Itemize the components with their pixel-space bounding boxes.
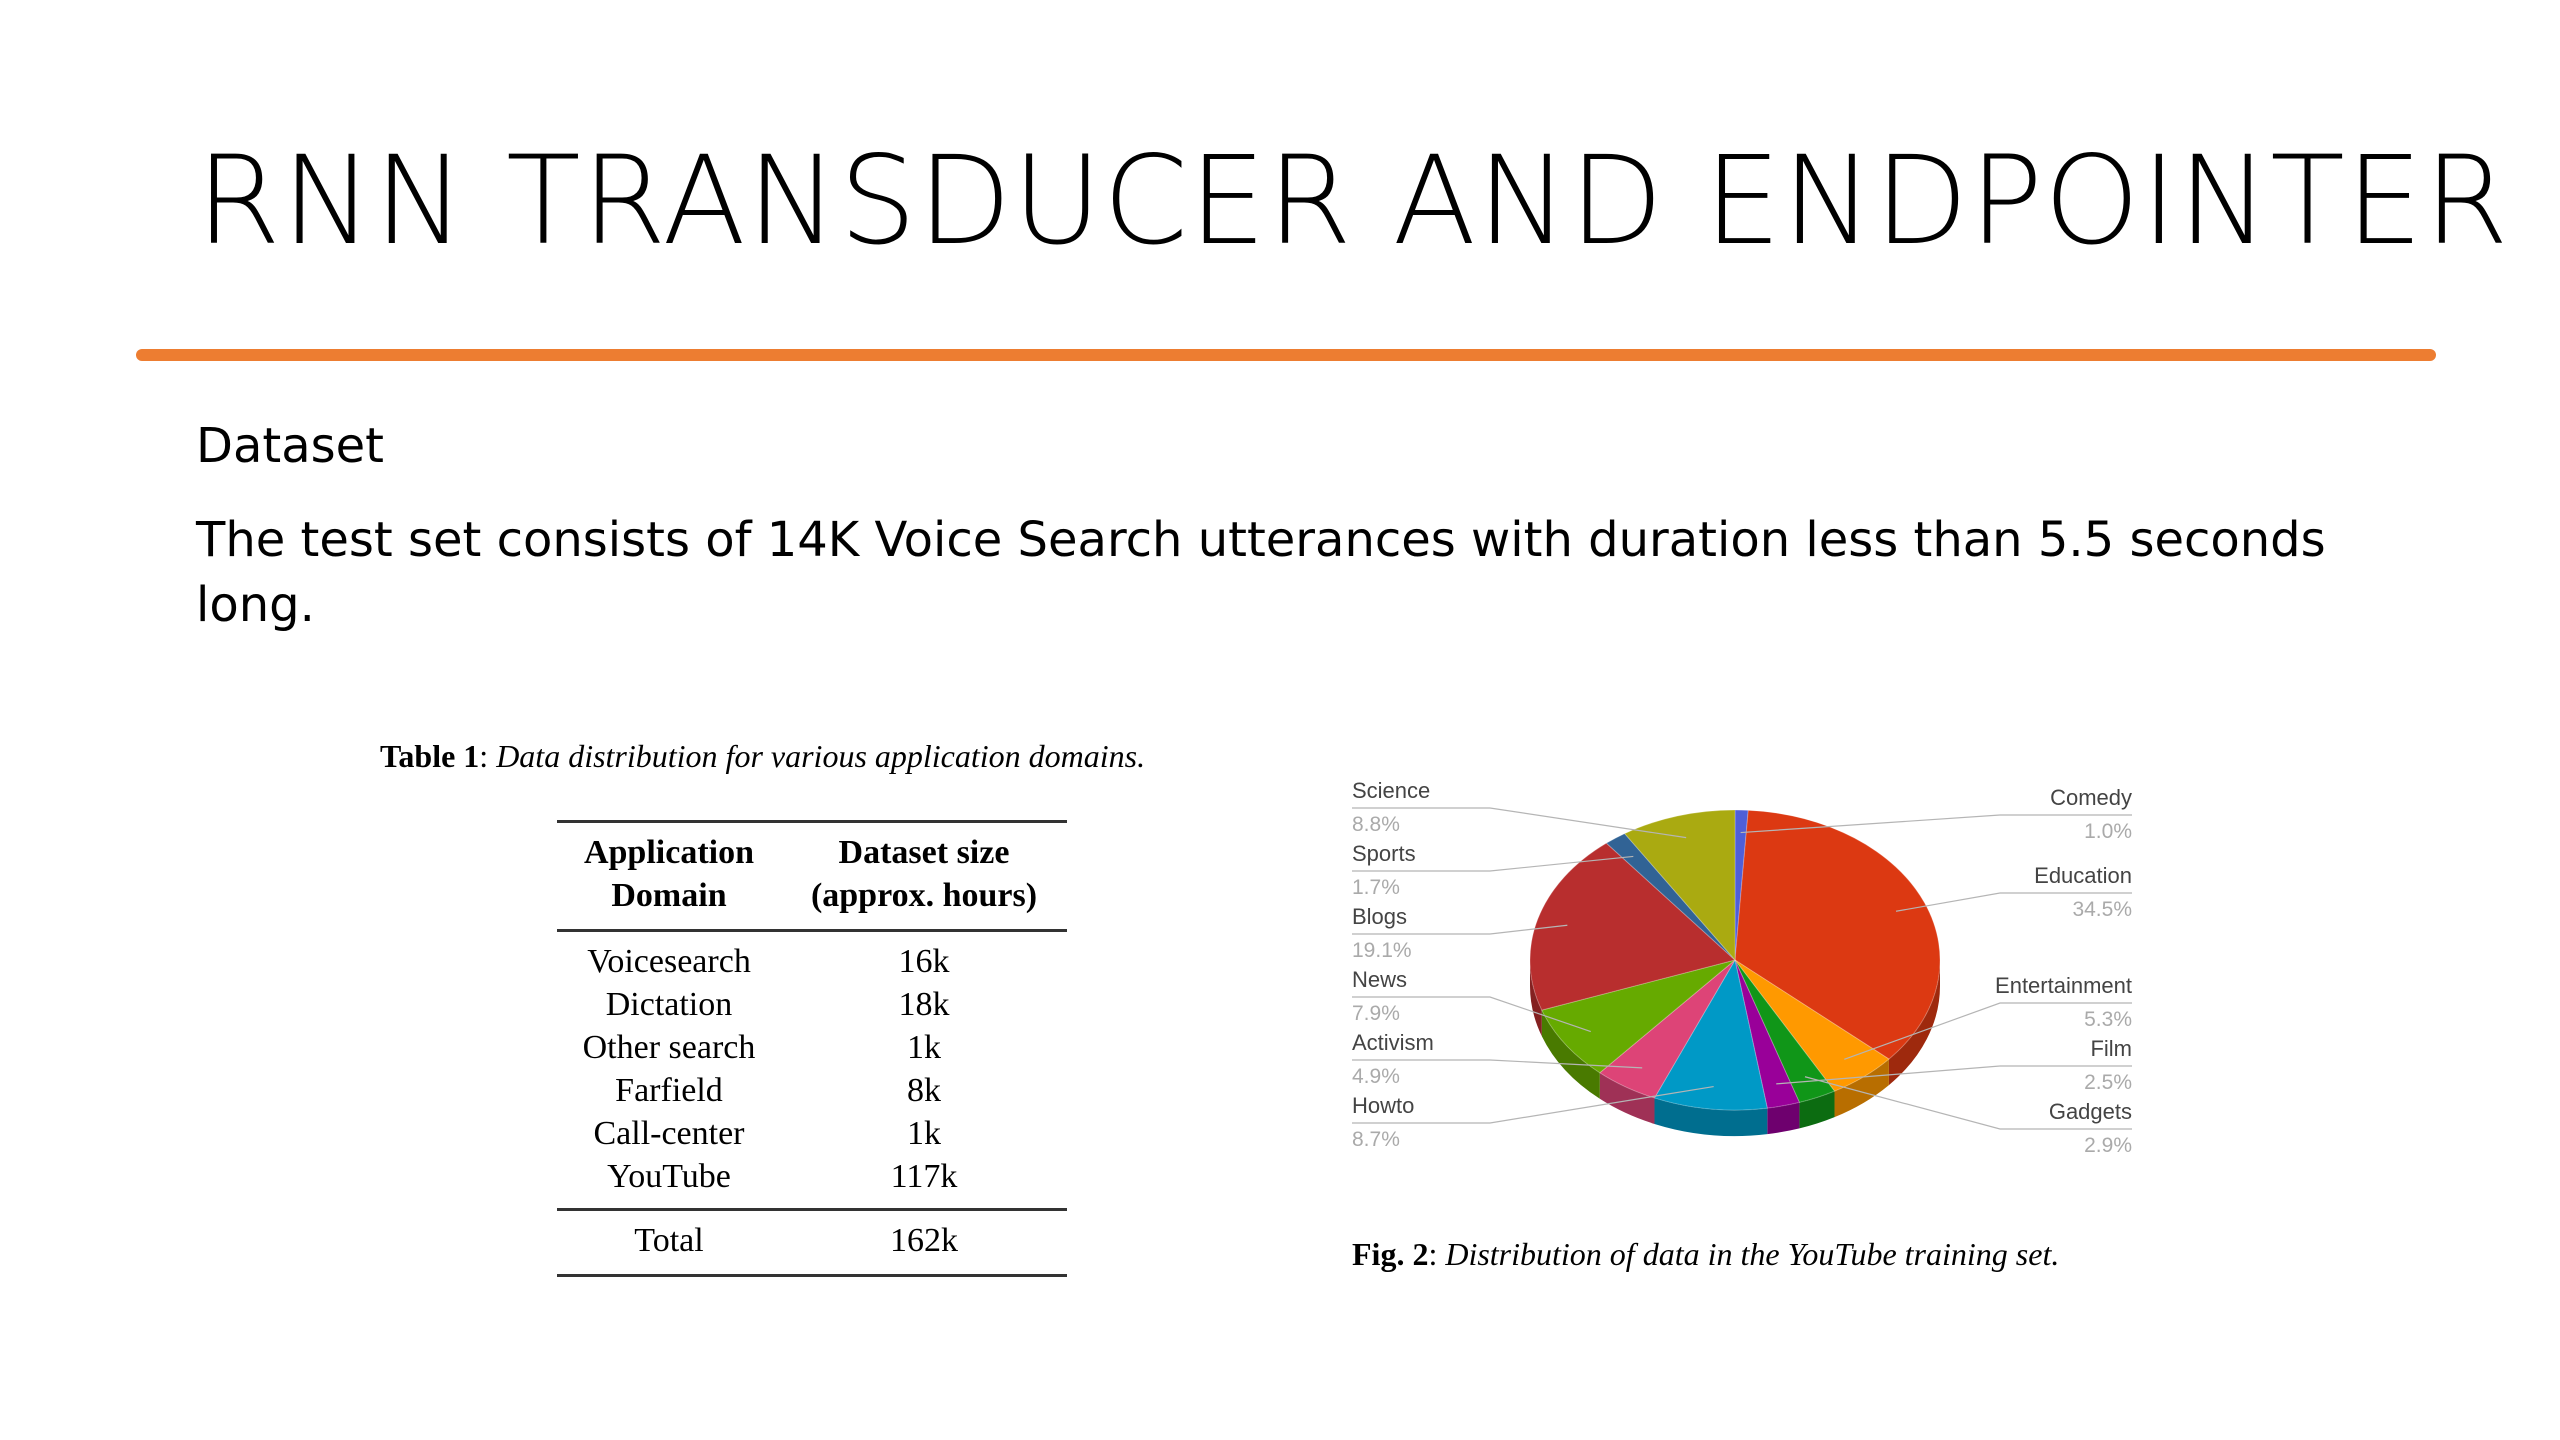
column-header-size-line2: (approx. hours) bbox=[810, 877, 1038, 914]
leader-line-education bbox=[1895, 892, 2132, 912]
slice-label-education: Education bbox=[2034, 863, 2132, 888]
table-row: Call-center 1k bbox=[557, 1112, 1067, 1155]
figure-caption-separator: : bbox=[1428, 1236, 1446, 1272]
slice-pct-education: 34.5% bbox=[2072, 898, 2132, 921]
table-row: Farfield 8k bbox=[557, 1069, 1067, 1112]
column-header-size-line1: Dataset size bbox=[838, 834, 1010, 871]
column-header-domain-line2: Domain bbox=[611, 877, 727, 914]
slice-label-howto: Howto bbox=[1352, 1093, 1414, 1118]
slice-pct-comedy: 1.0% bbox=[2084, 820, 2132, 843]
slice-label-activism: Activism bbox=[1352, 1030, 1434, 1055]
total-size-cell: 162k bbox=[781, 1208, 1067, 1277]
leader-line-science bbox=[1352, 807, 1687, 839]
slice-label-news: News bbox=[1352, 967, 1407, 992]
pie-slice-sports bbox=[1605, 832, 1736, 961]
figure-caption-label: Fig. 2 bbox=[1352, 1236, 1429, 1272]
title-underline bbox=[136, 349, 2436, 361]
pie-slice-side-education bbox=[1888, 960, 1940, 1086]
domain-cell: Dictation bbox=[605, 986, 733, 1023]
section-heading: Dataset bbox=[196, 418, 384, 474]
figure-caption: Fig. 2: Distribution of data in the YouT… bbox=[1352, 1236, 2059, 1273]
pie-slice-science bbox=[1623, 809, 1736, 962]
table-caption: Table 1: Data distribution for various a… bbox=[380, 738, 1260, 775]
domain-cell: Voicesearch bbox=[587, 943, 751, 980]
column-header-size: Dataset size (approx. hours) bbox=[781, 820, 1067, 932]
domain-cell: YouTube bbox=[607, 1158, 731, 1195]
figure-caption-text: Distribution of data in the YouTube trai… bbox=[1445, 1236, 2060, 1272]
leader-line-comedy bbox=[1740, 814, 2132, 834]
slice-pct-blogs: 19.1% bbox=[1352, 939, 1412, 962]
pie-chart: Science 8.8% Sports 1.7% Blogs 19.1% News 7.9% A… bbox=[1352, 778, 2132, 1157]
slice-pct-gadgets: 2.9% bbox=[2084, 1134, 2132, 1157]
pie-slice-film bbox=[1734, 959, 1801, 1109]
table-figure: Table 1: Data distribution for various a… bbox=[380, 738, 1260, 1277]
slice-label-film: Film bbox=[2090, 1036, 2132, 1061]
slice-label-science: Science bbox=[1352, 778, 1430, 803]
leader-line-film bbox=[1776, 1065, 2132, 1085]
slice-pct-news: 7.9% bbox=[1352, 1002, 1400, 1025]
domain-cell: Farfield bbox=[615, 1072, 723, 1109]
leader-line-activism bbox=[1352, 1059, 1643, 1069]
slice-label-gadgets: Gadgets bbox=[2049, 1099, 2132, 1124]
pie-slice-blogs bbox=[1529, 842, 1737, 1011]
slice-pct-activism: 4.9% bbox=[1352, 1065, 1400, 1088]
table-caption-label: Table 1 bbox=[380, 738, 480, 774]
size-cell: 8k bbox=[907, 1072, 941, 1109]
pie-slice-side-film bbox=[1767, 1102, 1800, 1135]
leader-line-blogs bbox=[1352, 924, 1568, 935]
pie-slice-activism bbox=[1598, 959, 1736, 1099]
pie-slice-side-howto bbox=[1654, 1097, 1768, 1136]
table-caption-separator: : bbox=[479, 738, 497, 774]
pie-slice-gadgets bbox=[1734, 959, 1836, 1103]
table-caption-text: Data distribution for various applicatio… bbox=[496, 738, 1146, 774]
pie-top bbox=[1529, 809, 1941, 1111]
size-cell: 16k bbox=[898, 943, 950, 980]
size-cell: 117k bbox=[890, 1158, 958, 1195]
leader-line-sports bbox=[1352, 855, 1634, 872]
pie-slice-side-entertainment bbox=[1834, 1059, 1889, 1118]
slice-pct-film: 2.5% bbox=[2084, 1071, 2132, 1094]
size-cell: 1k bbox=[907, 1115, 941, 1152]
pie-slice-side-gadgets bbox=[1799, 1091, 1835, 1129]
domain-cell: Other search bbox=[582, 1029, 756, 1066]
slice-label-sports: Sports bbox=[1352, 841, 1416, 866]
leader-line-news bbox=[1352, 996, 1591, 1033]
domain-cell: Call-center bbox=[593, 1115, 745, 1152]
table-row: Voicesearch 16k bbox=[557, 931, 1067, 984]
body-paragraph: The test set consists of 14K Voice Searc… bbox=[196, 512, 2326, 633]
slice-pct-entertainment: 5.3% bbox=[2084, 1008, 2132, 1031]
slice-pct-science: 8.8% bbox=[1352, 813, 1400, 836]
table-header-row: Application Domain Dataset size (approx.… bbox=[557, 820, 1067, 932]
table-row: Dictation 18k bbox=[557, 983, 1067, 1026]
pie-slice-side-news bbox=[1541, 1010, 1600, 1099]
leader-line-howto bbox=[1352, 1085, 1714, 1124]
pie-slice-education bbox=[1734, 809, 1941, 1060]
slice-pct-howto: 8.7% bbox=[1352, 1128, 1400, 1151]
column-header-domain: Application Domain bbox=[557, 820, 781, 932]
pie-side-walls bbox=[1530, 960, 1940, 1136]
column-header-domain-line1: Application bbox=[583, 834, 755, 871]
data-distribution-table: Application Domain Dataset size (approx.… bbox=[557, 820, 1067, 1277]
slide-title: RNN TRANSDUCER AND ENDPOINTER bbox=[196, 130, 2510, 272]
leader-line-gadgets bbox=[1804, 1076, 2132, 1130]
slice-label-blogs: Blogs bbox=[1352, 904, 1407, 929]
leader-line-entertainment bbox=[1844, 1002, 2132, 1060]
pie-labels: Science 8.8% Sports 1.7% Blogs 19.1% News 7.9% A… bbox=[1352, 778, 2132, 1157]
pie-slice-side-blogs bbox=[1530, 960, 1542, 1037]
slice-label-comedy: Comedy bbox=[2050, 785, 2132, 810]
pie-slice-comedy bbox=[1734, 809, 1749, 961]
pie-slice-side-activism bbox=[1599, 1072, 1655, 1124]
size-cell: 1k bbox=[907, 1029, 941, 1066]
pie-slice-news bbox=[1541, 959, 1736, 1074]
table-row: YouTube 117k bbox=[557, 1155, 1067, 1210]
pie-chart-figure: Science 8.8% Sports 1.7% Blogs 19.1% News 7.9% A… bbox=[1320, 770, 2180, 1290]
slice-pct-sports: 1.7% bbox=[1352, 876, 1400, 899]
slice-label-entertainment: Entertainment bbox=[1995, 973, 2132, 998]
total-label-cell: Total bbox=[557, 1208, 781, 1277]
size-cell: 18k bbox=[898, 986, 950, 1023]
table-row: Other search 1k bbox=[557, 1026, 1067, 1069]
table-total-row: Total 162k bbox=[557, 1208, 1067, 1277]
pie-slice-howto bbox=[1653, 958, 1768, 1111]
